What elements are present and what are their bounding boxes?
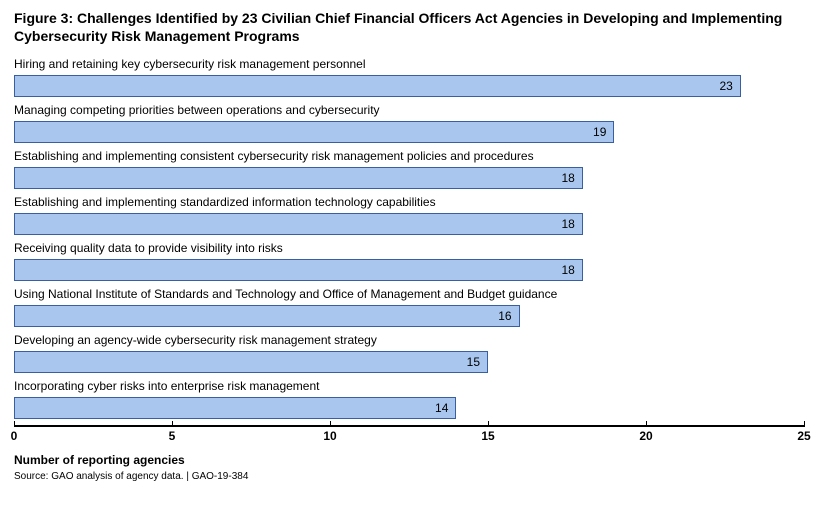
bar-row: Hiring and retaining key cybersecurity r… bbox=[14, 57, 804, 97]
bar-value: 18 bbox=[14, 167, 581, 189]
source-text: Source: GAO analysis of agency data. | G… bbox=[14, 471, 804, 482]
bar-row: Developing an agency-wide cybersecurity … bbox=[14, 333, 804, 373]
bar-label: Establishing and implementing standardiz… bbox=[14, 195, 804, 209]
bar-track: 16 bbox=[14, 305, 804, 327]
x-tick-mark bbox=[14, 421, 15, 427]
bar-track: 15 bbox=[14, 351, 804, 373]
bar-row: Using National Institute of Standards an… bbox=[14, 287, 804, 327]
x-tick-mark bbox=[330, 421, 331, 427]
x-tick-mark bbox=[646, 421, 647, 427]
bar-value: 14 bbox=[14, 397, 454, 419]
bar-track: 18 bbox=[14, 259, 804, 281]
bar-label: Developing an agency-wide cybersecurity … bbox=[14, 333, 804, 347]
bar-track: 18 bbox=[14, 167, 804, 189]
bar-label: Incorporating cyber risks into enterpris… bbox=[14, 379, 804, 393]
bar-row: Incorporating cyber risks into enterpris… bbox=[14, 379, 804, 419]
x-axis-ticks: 0510152025 bbox=[14, 429, 804, 451]
chart-area: Hiring and retaining key cybersecurity r… bbox=[14, 57, 804, 419]
x-tick-label: 25 bbox=[797, 429, 810, 443]
x-tick-mark bbox=[804, 421, 805, 427]
bar-value: 18 bbox=[14, 213, 581, 235]
bar-label: Managing competing priorities between op… bbox=[14, 103, 804, 117]
bar-label: Using National Institute of Standards an… bbox=[14, 287, 804, 301]
bar-row: Managing competing priorities between op… bbox=[14, 103, 804, 143]
bar-row: Establishing and implementing consistent… bbox=[14, 149, 804, 189]
bar-track: 18 bbox=[14, 213, 804, 235]
bar-track: 23 bbox=[14, 75, 804, 97]
bar-value: 18 bbox=[14, 259, 581, 281]
bar-label: Hiring and retaining key cybersecurity r… bbox=[14, 57, 804, 71]
bar-value: 19 bbox=[14, 121, 612, 143]
x-tick-mark bbox=[172, 421, 173, 427]
figure-container: Figure 3: Challenges Identified by 23 Ci… bbox=[0, 0, 820, 528]
bar-label: Establishing and implementing consistent… bbox=[14, 149, 804, 163]
chart-title: Figure 3: Challenges Identified by 23 Ci… bbox=[14, 10, 804, 45]
x-axis-title: Number of reporting agencies bbox=[14, 453, 804, 467]
bar-row: Establishing and implementing standardiz… bbox=[14, 195, 804, 235]
bar-track: 14 bbox=[14, 397, 804, 419]
bar-row: Receiving quality data to provide visibi… bbox=[14, 241, 804, 281]
x-tick-label: 0 bbox=[11, 429, 18, 443]
bar-label: Receiving quality data to provide visibi… bbox=[14, 241, 804, 255]
bar-track: 19 bbox=[14, 121, 804, 143]
bar-value: 15 bbox=[14, 351, 486, 373]
x-tick-label: 10 bbox=[323, 429, 336, 443]
x-tick-mark bbox=[488, 421, 489, 427]
x-axis-line bbox=[14, 425, 804, 427]
x-tick-label: 5 bbox=[169, 429, 176, 443]
bar-value: 16 bbox=[14, 305, 518, 327]
x-tick-label: 20 bbox=[639, 429, 652, 443]
bar-value: 23 bbox=[14, 75, 739, 97]
x-tick-label: 15 bbox=[481, 429, 494, 443]
